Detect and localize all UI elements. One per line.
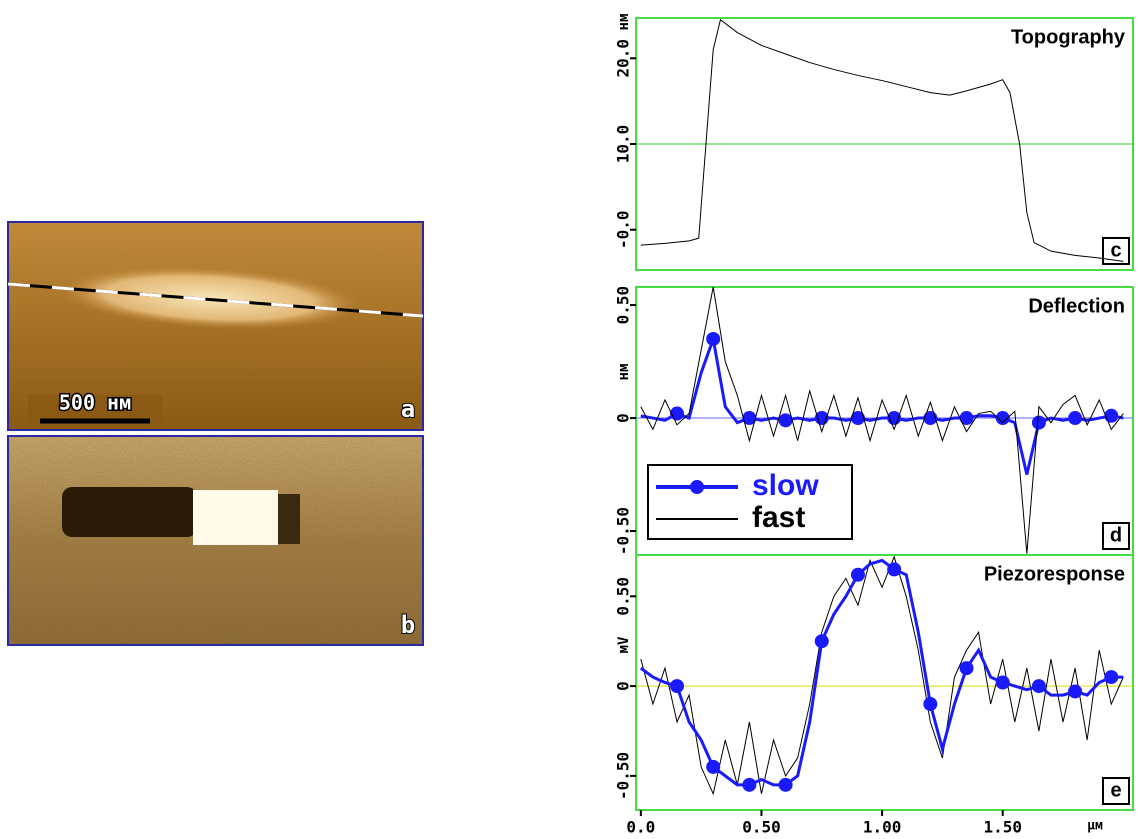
series-line <box>640 286 1124 554</box>
panel-label: b <box>401 611 415 639</box>
series-marker <box>959 411 974 426</box>
legend-box <box>647 464 853 540</box>
panel-label: e <box>1110 779 1121 801</box>
y-tick-label: -0.0 <box>614 210 633 249</box>
image-a: 500 нм a <box>7 221 424 431</box>
panel-label-box <box>1102 777 1130 805</box>
x-tick-label: 0.50 <box>742 818 781 837</box>
chart-title: Topography <box>1011 26 1126 48</box>
y-tick-label: -0.50 <box>614 752 633 800</box>
scale-bar-label: 500 нм <box>59 391 131 415</box>
series-line <box>640 555 1124 796</box>
series-marker <box>1068 411 1083 426</box>
series-marker <box>706 759 721 774</box>
x-tick-label: 1.50 <box>983 818 1022 837</box>
series-marker <box>706 331 721 346</box>
y-tick-label: -0.50 <box>614 507 633 555</box>
series-marker <box>887 562 902 577</box>
series-marker <box>1031 415 1046 430</box>
plot-frame <box>635 554 1134 811</box>
series-marker <box>1031 679 1046 694</box>
chart-title: Piezoresponse <box>984 563 1125 585</box>
x-axis-label: µм <box>1087 819 1103 834</box>
y-tick-label: 20.0 <box>614 39 633 78</box>
series-marker <box>1104 670 1119 685</box>
panel-label-box <box>1102 237 1130 265</box>
series-marker <box>995 411 1010 426</box>
y-tick-label: 0 <box>614 681 633 691</box>
series-marker <box>1068 684 1083 699</box>
y-axis-label: мV <box>616 636 632 653</box>
series-marker <box>778 777 793 792</box>
series-marker <box>670 406 685 421</box>
series-marker <box>850 567 865 582</box>
series-marker <box>923 697 938 712</box>
y-axis-label: нм <box>616 364 632 381</box>
series-marker <box>995 675 1010 690</box>
y-tick-label: 10.0 <box>614 125 633 164</box>
series-marker <box>742 777 757 792</box>
x-tick-label: 1.00 <box>863 818 902 837</box>
y-axis-label: нм <box>616 14 632 31</box>
legend-marker <box>690 480 704 494</box>
series-marker <box>670 679 685 694</box>
panel-label: d <box>1110 524 1122 546</box>
legend-label: fast <box>752 501 805 534</box>
y-tick-label: 0.50 <box>614 577 633 616</box>
series-marker <box>814 634 829 649</box>
panel-label: a <box>401 395 415 423</box>
series-marker <box>742 411 757 426</box>
series-line <box>639 558 1124 787</box>
series-marker <box>959 661 974 676</box>
legend-label: slow <box>752 469 819 502</box>
series-marker <box>778 413 793 428</box>
series-line <box>640 333 1124 475</box>
series-line <box>640 18 1124 262</box>
panel-label: c <box>1110 239 1121 261</box>
series-marker <box>1104 408 1119 423</box>
panel-label-box <box>1102 522 1130 550</box>
y-tick-label: 0.50 <box>614 286 633 325</box>
chart-title: Deflection <box>1028 295 1125 317</box>
series-marker <box>850 411 865 426</box>
x-tick-label: 0.0 <box>626 818 655 837</box>
image-b: b <box>7 435 424 646</box>
y-tick-label: 0 <box>614 413 633 423</box>
